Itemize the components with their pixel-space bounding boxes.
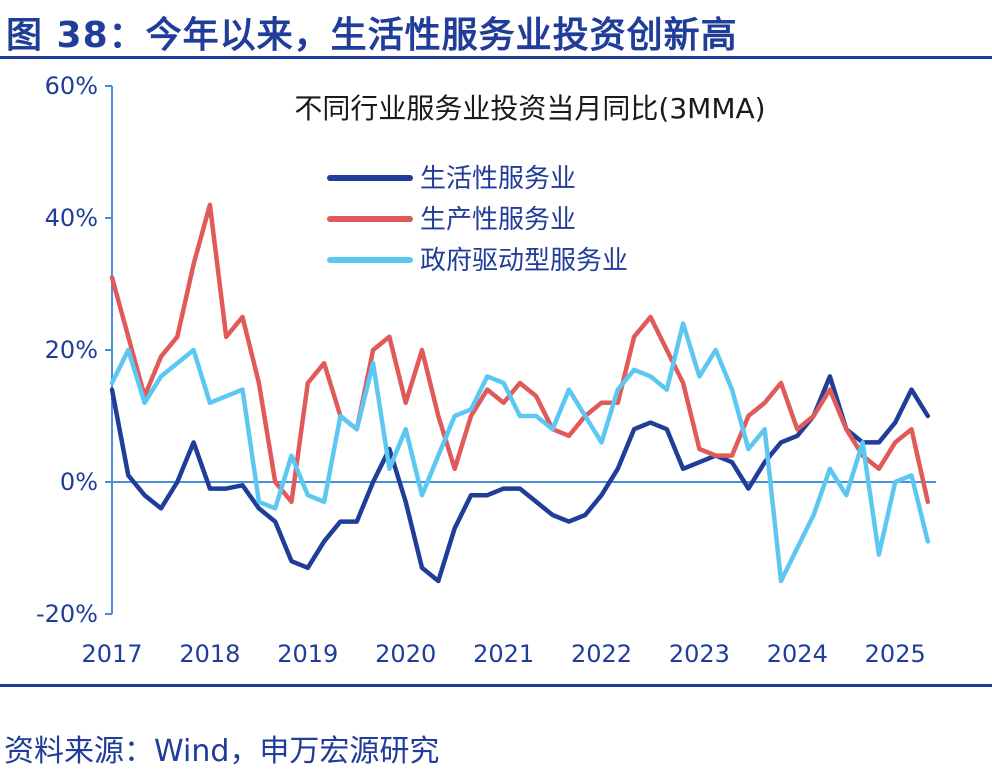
legend-label-2: 政府驱动型服务业 [420, 246, 628, 276]
y-tick-label: 20% [45, 336, 98, 364]
header-rule [0, 56, 992, 59]
x-tick-label: 2024 [767, 640, 828, 668]
y-tick-label: 60% [45, 72, 98, 100]
x-tick-label: 2022 [571, 640, 632, 668]
x-tick-label: 2019 [277, 640, 338, 668]
x-tick-label: 2021 [473, 640, 534, 668]
figure-title: 图 38：今年以来，生活性服务业投资创新高 [6, 15, 738, 56]
y-tick-label: 40% [45, 204, 98, 232]
footer-rule [0, 684, 992, 687]
figure-header: 图 38：今年以来，生活性服务业投资创新高 [0, 0, 992, 62]
x-tick-label: 2020 [375, 640, 436, 668]
x-tick-label: 2017 [81, 640, 142, 668]
x-tick-label: 2018 [179, 640, 240, 668]
source-note: 资料来源：Wind，申万宏源研究 [4, 734, 440, 769]
chart-series-layer [109, 202, 931, 584]
series-line-0 [109, 374, 931, 584]
x-tick-label: 2025 [865, 640, 926, 668]
y-tick-label: -20% [36, 600, 98, 628]
legend-label-1: 生产性服务业 [420, 205, 576, 235]
legend-label-0: 生活性服务业 [420, 164, 576, 194]
chart-axes: -20% 0% 20% 40% 60% 2017 2018 2019 2020 2021 2022 2… [36, 72, 936, 668]
series-line-1 [109, 202, 931, 505]
series-line-2 [109, 321, 931, 584]
chart: -20% 0% 20% 40% 60% 2017 2018 2019 2020 2021 2022 2… [36, 72, 936, 668]
y-tick-label: 0% [60, 468, 98, 496]
x-tick-label: 2023 [669, 640, 730, 668]
chart-title: 不同行业服务业投资当月同比(3MMA) [294, 92, 765, 125]
